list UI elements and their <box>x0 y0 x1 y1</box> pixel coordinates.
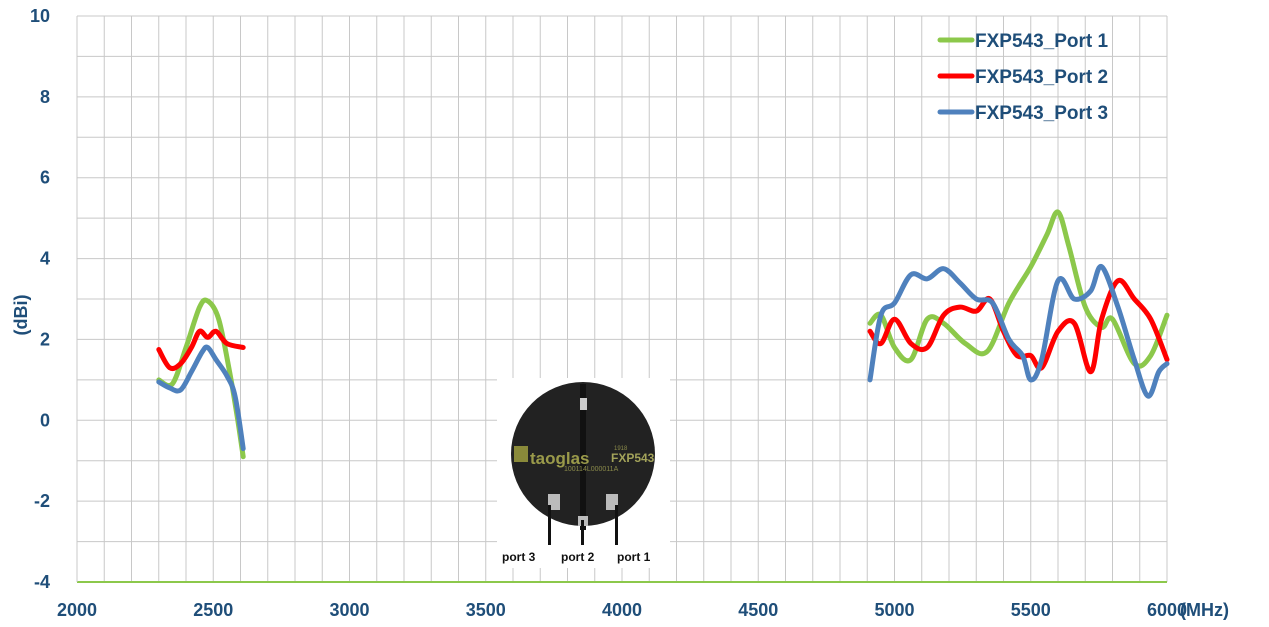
x-tick-label: 3500 <box>466 600 506 620</box>
grid-lines <box>76 15 1168 583</box>
port-3-cable <box>548 505 551 545</box>
axes: 2000 2500 3000 3500 4000 4500 5000 5500 6000 -4 -2… <box>30 6 1187 620</box>
antenna-photo: taoglas FXP543 1918 100114L000011A port … <box>497 378 670 568</box>
x-tick-label: 5500 <box>1011 600 1051 620</box>
y-axis-title: (dBi) <box>11 295 31 336</box>
legend-label: FXP543_Port 2 <box>975 67 1108 88</box>
x-tick-label: 4000 <box>602 600 642 620</box>
y-tick-label: 6 <box>40 168 50 188</box>
y-tick-label: 4 <box>40 249 50 269</box>
y-tick-label: 0 <box>40 410 50 430</box>
antenna-serial: 100114L000011A <box>564 466 619 473</box>
port-2-label: port 2 <box>561 550 595 564</box>
y-tick-label: 8 <box>40 87 50 107</box>
x-tick-label: 4500 <box>738 600 778 620</box>
y-tick-label: -2 <box>34 491 50 511</box>
svg-text:taoglas: taoglas <box>530 449 590 468</box>
top-connector <box>580 398 587 410</box>
antenna-feed <box>580 384 586 530</box>
x-tick-label: 5000 <box>874 600 914 620</box>
taoglas-logo: taoglas <box>514 446 590 468</box>
series-line-port-3 <box>156 344 246 452</box>
antenna-small-text: 1918 <box>614 446 628 452</box>
port-1-cable <box>615 505 618 545</box>
y-tick-label: 10 <box>30 6 50 26</box>
antenna-model: FXP543 <box>611 451 655 465</box>
port-1-label: port 1 <box>617 550 651 564</box>
x-axis-unit: (MHz) <box>1180 600 1229 620</box>
x-tick-label: 3000 <box>329 600 369 620</box>
x-tick-label: 2500 <box>193 600 233 620</box>
x-tick-label: 2000 <box>57 600 97 620</box>
port-2-cable <box>581 520 584 545</box>
legend-label: FXP543_Port 3 <box>975 103 1108 124</box>
series-lines <box>156 209 1170 460</box>
y-tick-label: -4 <box>34 572 50 592</box>
y-tick-label: 2 <box>40 329 50 349</box>
legend: FXP543_Port 1 FXP543_Port 2 FXP543_Port 3 <box>937 31 1108 124</box>
legend-label: FXP543_Port 1 <box>975 31 1108 52</box>
series-line-port-2 <box>156 328 246 372</box>
x-tick-label: 6000 <box>1147 600 1187 620</box>
port-3-label: port 3 <box>502 550 536 564</box>
series-line-port-1 <box>867 209 1170 369</box>
series-line-port-3 <box>867 264 1170 399</box>
